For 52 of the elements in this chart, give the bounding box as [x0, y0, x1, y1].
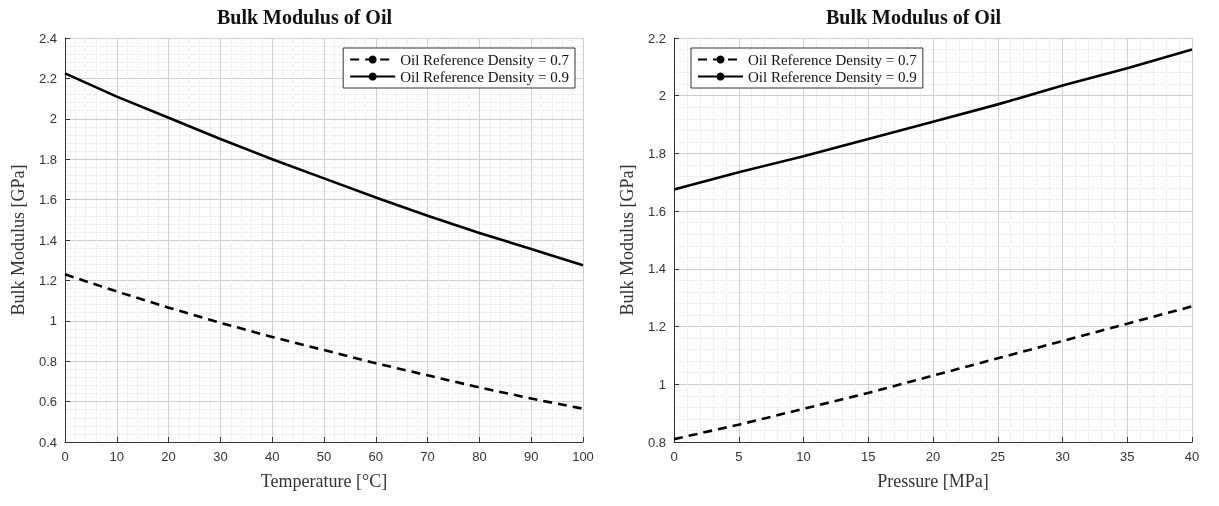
- line-series: [63, 273, 585, 410]
- x-tick-label: 25: [990, 449, 1005, 464]
- y-tick-label: 1.6: [647, 203, 666, 219]
- x-tick-label: 35: [1120, 449, 1135, 464]
- x-tick-label: 70: [420, 449, 435, 464]
- y-tick-label: 1: [49, 313, 57, 329]
- chart-title: Bulk Modulus of Oil: [825, 6, 1002, 28]
- x-tick-label: 40: [1184, 449, 1200, 464]
- x-tick-label: 0: [61, 449, 69, 464]
- y-tick-label: 1.2: [38, 272, 57, 288]
- y-tick-label: 1.4: [38, 232, 57, 248]
- line-series: [672, 48, 1194, 191]
- legend-label: Oil Reference Density = 0.9: [748, 68, 917, 85]
- x-axis-title: Temperature [°C]: [260, 471, 388, 491]
- y-tick-label: 2: [658, 88, 666, 104]
- y-axis-title: Bulk Modulus [GPa]: [8, 164, 28, 316]
- y-tick-label: 1.4: [647, 261, 666, 277]
- y-tick-label: 0.8: [38, 353, 57, 369]
- x-tick-label: 20: [925, 449, 941, 464]
- y-tick-label: 2: [49, 111, 57, 127]
- line-series: [63, 72, 585, 267]
- y-tick-label: 0.4: [38, 434, 57, 450]
- x-tick-label: 30: [213, 449, 228, 464]
- y-axis-title: Bulk Modulus [GPa]: [617, 164, 637, 316]
- x-tick-label: 90: [523, 449, 539, 464]
- legend-label: Oil Reference Density = 0.7: [748, 51, 918, 68]
- legend-label: Oil Reference Density = 0.7: [400, 51, 570, 68]
- x-tick-label: 50: [316, 449, 332, 464]
- x-tick-label: 0: [670, 449, 678, 464]
- x-tick-label: 80: [472, 449, 487, 464]
- x-tick-label: 10: [109, 449, 125, 464]
- x-tick-label: 5: [735, 449, 743, 464]
- x-axis-title: Pressure [MPa]: [877, 471, 989, 491]
- y-tick-label: 2.2: [38, 70, 57, 86]
- y-tick-label: 1.8: [38, 151, 57, 167]
- y-tick-label: 1.2: [647, 319, 666, 335]
- y-tick-label: 0.6: [38, 394, 57, 410]
- x-tick-label: 40: [264, 449, 280, 464]
- x-tick-label: 30: [1055, 449, 1070, 464]
- y-tick-label: 2.4: [38, 30, 57, 46]
- chart-title: Bulk Modulus of Oil: [216, 6, 393, 28]
- y-tick-label: 0.8: [647, 434, 666, 450]
- x-tick-label: 20: [161, 449, 176, 464]
- y-tick-label: 1: [658, 376, 666, 392]
- y-tick-label: 1.6: [38, 192, 57, 208]
- x-tick-label: 60: [368, 449, 384, 464]
- x-tick-label: 10: [796, 449, 811, 464]
- legend-label: Oil Reference Density = 0.9: [400, 68, 569, 85]
- x-tick-label: 100: [572, 449, 594, 464]
- x-tick-label: 15: [861, 449, 876, 464]
- y-tick-label: 1.8: [647, 145, 666, 161]
- y-tick-label: 2.2: [647, 30, 666, 46]
